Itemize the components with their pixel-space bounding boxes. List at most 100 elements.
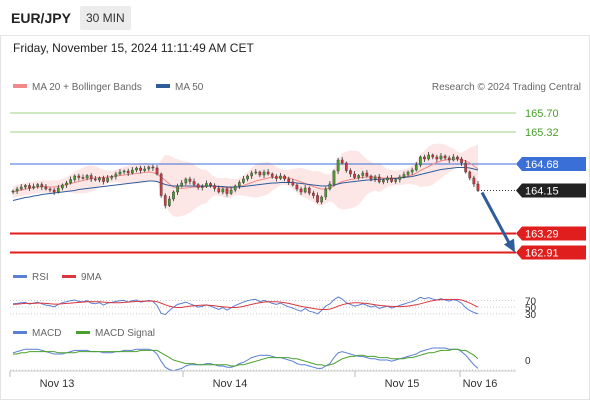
candle-body — [254, 171, 258, 174]
price-tag-label: 164.68 — [525, 159, 559, 171]
candle-body — [114, 173, 118, 177]
candle-body — [291, 181, 295, 186]
candle-body — [262, 171, 266, 176]
candle-body — [472, 177, 476, 185]
candle-body — [460, 158, 463, 164]
candle-body — [229, 189, 233, 194]
symbol-label[interactable]: EUR/JPY — [11, 10, 71, 26]
candle-body — [168, 198, 171, 206]
x-tick-label: Nov 13 — [40, 378, 75, 390]
candle-body — [135, 167, 138, 171]
x-tick-label: Nov 15 — [385, 378, 420, 390]
candle-body — [209, 183, 212, 186]
candle-body — [369, 175, 373, 180]
candle-body — [24, 185, 27, 188]
rsi-line — [12, 296, 479, 316]
candlesticks — [11, 152, 480, 209]
price-tag-bg — [516, 157, 586, 171]
candle-body — [147, 166, 151, 170]
candle-body — [340, 159, 344, 164]
candle-body — [476, 183, 480, 191]
candle-body — [36, 184, 40, 187]
candle-body — [126, 170, 130, 174]
macd-signal-legend-swatch — [76, 331, 90, 334]
candle-body — [106, 177, 109, 182]
candle-body — [11, 190, 15, 193]
candle-body — [443, 155, 447, 159]
ma20-legend-swatch — [13, 84, 27, 88]
candle-body — [28, 185, 31, 189]
forecast-arrow — [480, 191, 515, 253]
candle-body — [85, 175, 89, 179]
candle-body — [312, 192, 315, 196]
candle-body — [205, 183, 208, 187]
candle-body — [357, 175, 360, 178]
macd-panel: 0 — [10, 347, 531, 372]
price-levels — [10, 112, 516, 254]
candle-body — [238, 182, 241, 187]
candle-body — [44, 186, 48, 190]
candle-body — [439, 155, 443, 160]
price-tag-bg — [516, 183, 586, 198]
price-tag-label: 162.91 — [525, 248, 559, 260]
price-tag-label: 164.15 — [525, 186, 559, 198]
candle-body — [295, 184, 299, 190]
price-tags: 165.70 165.32 164.68 164.15 163.29 162.91 — [516, 108, 586, 260]
candle-body — [69, 179, 72, 184]
candle-body — [159, 173, 163, 196]
candle-body — [65, 182, 68, 186]
candle-body — [427, 154, 430, 160]
rsi-legend-label: RSI — [32, 272, 49, 283]
rsi-ma-line — [12, 298, 479, 310]
candle-body — [287, 178, 291, 183]
candle-body — [266, 171, 270, 175]
candle-body — [394, 179, 398, 182]
candle-body — [390, 177, 393, 182]
candle-body — [172, 191, 175, 200]
candle-body — [270, 173, 274, 177]
candle-body — [307, 187, 311, 194]
candle-body — [344, 162, 348, 171]
candle-body — [122, 170, 126, 173]
price-tag-bg — [516, 245, 586, 260]
candle-body — [377, 176, 381, 183]
candle-body — [464, 162, 467, 173]
rsi-legend-swatch — [13, 275, 27, 278]
candle-body — [303, 187, 307, 193]
ma50-legend-swatch — [156, 84, 170, 88]
x-axis: Nov 13 Nov 14 Nov 15 Nov 16 — [9, 371, 497, 390]
candle-body — [184, 178, 188, 184]
candle-body — [410, 169, 414, 173]
macd-signal-legend-label: MACD Signal — [95, 328, 155, 339]
candle-body — [89, 175, 93, 180]
macd-legend-label: MACD — [32, 328, 61, 339]
candle-body — [402, 174, 406, 178]
candle-body — [336, 159, 340, 172]
candle-body — [52, 189, 56, 193]
candle-body — [180, 182, 184, 187]
price-tag-label: 163.29 — [525, 229, 559, 241]
bollinger-band — [13, 143, 478, 217]
candle-body — [32, 186, 35, 189]
candle-body — [163, 195, 167, 206]
candle-body — [275, 176, 278, 179]
candle-body — [373, 176, 377, 180]
candle-body — [398, 176, 402, 180]
candle-body — [217, 188, 221, 193]
datetime-label: Friday, November 15, 2024 11:11:49 AM CE… — [13, 41, 254, 55]
candle-body — [56, 187, 60, 193]
forecast-arrowhead — [504, 238, 515, 253]
candle-body — [61, 184, 64, 189]
candle-body — [353, 173, 356, 178]
x-tick-label: Nov 14 — [213, 378, 248, 390]
candle-body — [320, 196, 323, 203]
candle-body — [192, 181, 196, 185]
forecast-arrow-shaft — [480, 191, 513, 248]
candle-body — [93, 178, 97, 181]
candle-body — [15, 188, 19, 192]
candle-body — [365, 172, 369, 177]
candle-body — [386, 177, 389, 181]
interval-button[interactable]: 30 MIN — [80, 6, 131, 30]
credit-label: Research © 2024 Trading Central — [432, 82, 581, 93]
candle-body — [279, 175, 282, 179]
